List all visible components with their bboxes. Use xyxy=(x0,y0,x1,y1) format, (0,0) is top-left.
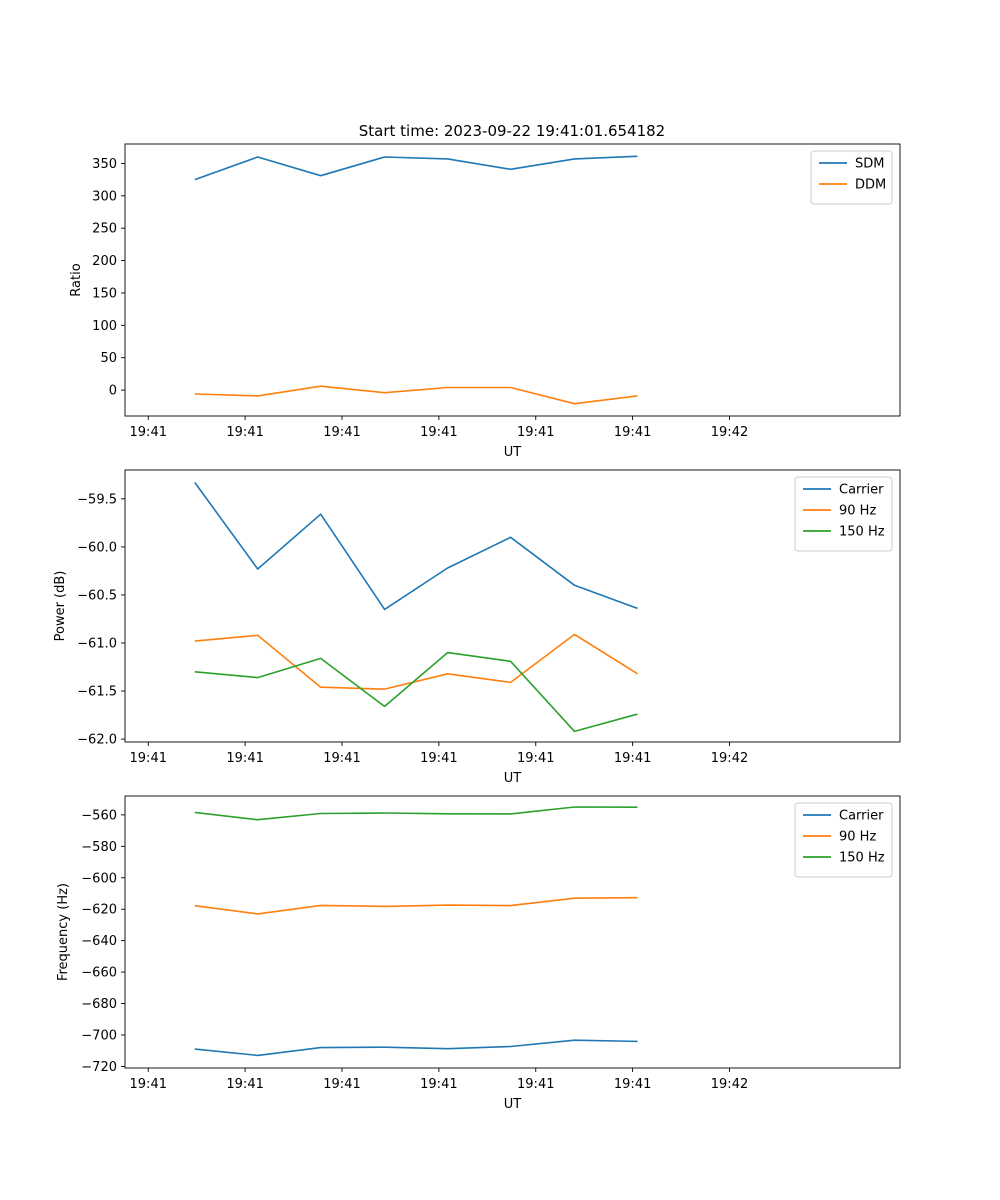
x-axis-label: UT xyxy=(504,1097,522,1112)
y-tick-label: 200 xyxy=(92,254,117,269)
x-tick-label: 19:41 xyxy=(614,751,651,766)
y-tick-label: −60.0 xyxy=(77,540,117,555)
y-tick-label: −700 xyxy=(81,1028,117,1043)
legend: Carrier 90 Hz 150 Hz xyxy=(794,476,893,552)
y-tick-label: −640 xyxy=(81,934,117,949)
x-tick-label: 19:41 xyxy=(517,425,554,440)
x-tick-label: 19:42 xyxy=(711,1077,748,1092)
y-tick-label: −720 xyxy=(81,1060,117,1075)
x-tick-label: 19:41 xyxy=(614,425,651,440)
y-axis-label: Ratio xyxy=(69,263,84,296)
legend-label: 90 Hz xyxy=(839,830,876,845)
legend: SDM DDM xyxy=(810,150,893,205)
x-tick-label: 19:42 xyxy=(711,425,748,440)
series-line-90-hz xyxy=(194,633,638,690)
series-line-ddm xyxy=(194,385,638,405)
series-line-150-hz xyxy=(194,651,638,733)
legend-label: 150 Hz xyxy=(839,851,885,866)
series-line-150-hz xyxy=(194,806,638,821)
y-tick-label: −61.0 xyxy=(77,637,117,652)
x-axis-label: UT xyxy=(504,445,522,460)
x-tick-label: 19:41 xyxy=(420,1077,457,1092)
x-tick-label: 19:41 xyxy=(614,1077,651,1092)
y-tick-label: 100 xyxy=(92,319,117,334)
charts: 0 50 100 150 200 250 300 350 19:41 19:41 19:41 19:4… xyxy=(53,143,901,1112)
legend-label: Carrier xyxy=(839,483,884,498)
y-tick-label: 0 xyxy=(109,384,117,399)
y-tick-label: 150 xyxy=(92,286,117,301)
figure-title: Start time: 2023-09-22 19:41:01.654182 xyxy=(359,122,665,140)
legend-label: 150 Hz xyxy=(839,525,885,540)
y-tick-label: −60.5 xyxy=(77,588,117,603)
x-tick-label: 19:41 xyxy=(130,1077,167,1092)
legend-label: 90 Hz xyxy=(839,504,876,519)
x-tick-label: 19:41 xyxy=(420,751,457,766)
series-line-sdm xyxy=(194,155,638,181)
x-tick-label: 19:41 xyxy=(323,751,360,766)
y-tick-label: −560 xyxy=(81,808,117,823)
y-tick-label: −62.0 xyxy=(77,733,117,748)
y-tick-label: −59.5 xyxy=(77,492,117,507)
x-tick-label: 19:41 xyxy=(517,751,554,766)
legend-label: DDM xyxy=(855,178,886,193)
y-tick-label: 50 xyxy=(100,351,117,366)
chart-panel-3: −720 −700 −680 −660 −640 −620 −600 −580 −560 19:4… xyxy=(56,795,901,1112)
x-tick-label: 19:41 xyxy=(130,751,167,766)
legend-box xyxy=(810,150,893,205)
x-axis-label: UT xyxy=(504,771,522,786)
legend-box xyxy=(794,802,893,878)
x-tick-label: 19:41 xyxy=(420,425,457,440)
y-tick-label: 300 xyxy=(92,189,117,204)
legend: Carrier 90 Hz 150 Hz xyxy=(794,802,893,878)
y-axis-label: Frequency (Hz) xyxy=(56,883,71,981)
plot-frame xyxy=(124,469,901,743)
y-tick-label: 350 xyxy=(92,157,117,172)
plot-frame xyxy=(124,795,901,1069)
x-tick-label: 19:41 xyxy=(226,751,263,766)
x-tick-label: 19:41 xyxy=(517,1077,554,1092)
y-axis-label: Power (dB) xyxy=(53,571,68,642)
x-tick-label: 19:41 xyxy=(323,425,360,440)
x-tick-label: 19:41 xyxy=(323,1077,360,1092)
y-tick-label: 250 xyxy=(92,222,117,237)
x-tick-label: 19:42 xyxy=(711,751,748,766)
series-line-carrier xyxy=(194,482,638,611)
chart-panel-2: −62.0 −61.5 −61.0 −60.5 −60.0 −59.5 19:41 19:41… xyxy=(53,469,901,786)
series-line-carrier xyxy=(194,1039,638,1057)
y-tick-label: −600 xyxy=(81,871,117,886)
plot-frame xyxy=(124,143,901,417)
legend-label: SDM xyxy=(855,157,884,172)
y-tick-label: −620 xyxy=(81,903,117,918)
y-tick-label: −61.5 xyxy=(77,685,117,700)
series-line-90-hz xyxy=(194,896,638,915)
x-tick-label: 19:41 xyxy=(226,425,263,440)
y-tick-label: −580 xyxy=(81,840,117,855)
y-tick-label: −680 xyxy=(81,997,117,1012)
legend-label: Carrier xyxy=(839,809,884,824)
x-tick-label: 19:41 xyxy=(226,1077,263,1092)
chart-panel-1: 0 50 100 150 200 250 300 350 19:41 19:41 19:41 19:4… xyxy=(69,143,901,460)
legend-box xyxy=(794,476,893,552)
x-tick-label: 19:41 xyxy=(130,425,167,440)
y-tick-label: −660 xyxy=(81,966,117,981)
